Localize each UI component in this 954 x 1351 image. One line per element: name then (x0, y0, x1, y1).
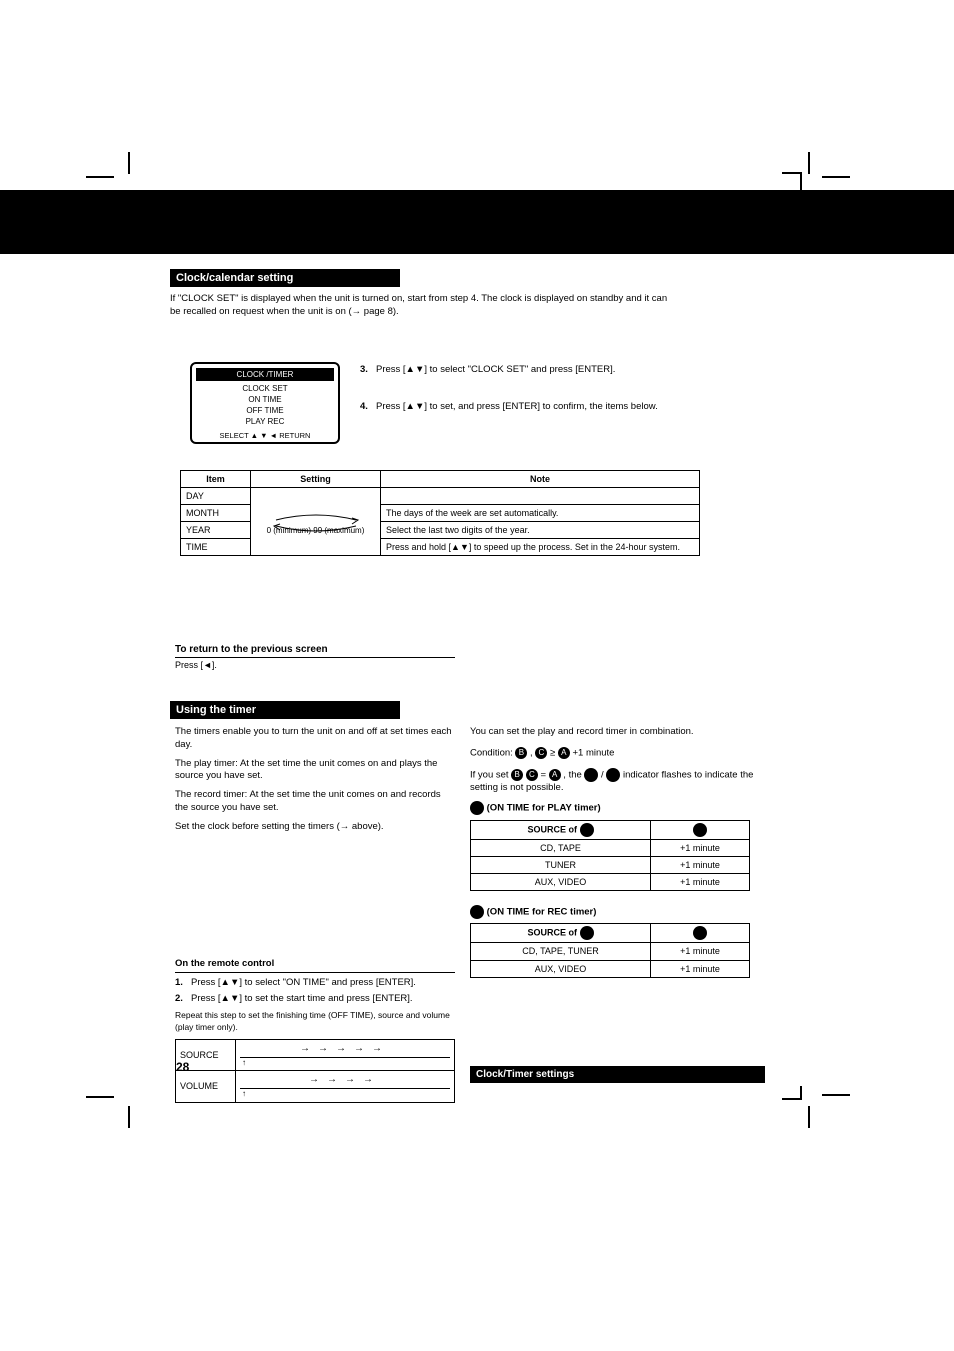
table-cell: AUX, VIDEO (471, 873, 651, 890)
table-cell: TUNER (471, 856, 651, 873)
step-text: Press [▲▼] to select "CLOCK SET" and pre… (376, 364, 615, 375)
footer-section-bar: Clock/Timer settings (470, 1066, 765, 1083)
table-cell-arrows: →→→→→↑ (236, 1040, 455, 1071)
osd-row: ON TIME (192, 394, 338, 405)
crop-mark-bottom-left (86, 1090, 136, 1130)
condition-line: Condition: B , C ≥ A +1 minute (470, 747, 760, 760)
source-volume-table: SOURCE →→→→→↑ VOLUME →→→→↑ (175, 1039, 455, 1103)
osd-panel: CLOCK /TIMER CLOCK SET ON TIME OFF TIME … (190, 362, 340, 444)
osd-header: CLOCK /TIMER (196, 368, 334, 381)
subhead: (ON TIME for PLAY timer) (470, 801, 760, 815)
osd-row: CLOCK SET (192, 383, 338, 394)
para: The play timer: At the set time the unit… (175, 758, 455, 784)
step-note: Repeat this step to set the finishing ti… (175, 1010, 455, 1033)
crop-mark-top-right (782, 152, 832, 184)
step-text: Press [▲▼] to select "ON TIME" and press… (191, 977, 416, 988)
left-column: The timers enable you to turn the unit o… (175, 726, 455, 1103)
dot-icon (584, 768, 598, 782)
table-cell: VOLUME (176, 1071, 236, 1102)
table-cell: Select the last two digits of the year. (381, 522, 700, 539)
table-header (651, 924, 750, 943)
table-header: Note (381, 471, 700, 488)
osd-row: PLAY REC (192, 416, 338, 427)
table-cell: TIME (181, 539, 251, 556)
dot-icon (606, 768, 620, 782)
step-number: 4. (360, 401, 376, 414)
top-black-band (0, 190, 954, 254)
table-cell: AUX, VIDEO (471, 960, 651, 977)
section-clock-setting: Clock/calendar setting If "CLOCK SET" is… (170, 268, 670, 319)
page-number: 28 (176, 1060, 189, 1074)
steps-heading: On the remote control (175, 958, 455, 973)
section-timer: Using the timer (170, 700, 400, 719)
para: The timers enable you to turn the unit o… (175, 726, 455, 752)
step-text: Press [▲▼] to set, and press [ENTER] to … (376, 401, 658, 412)
table-cell: +1 minute (651, 960, 750, 977)
osd-row: OFF TIME (192, 405, 338, 416)
dot-icon (693, 823, 707, 837)
dot-icon (580, 823, 594, 837)
table-cell: YEAR (181, 522, 251, 539)
ontime-play-table: SOURCE of CD, TAPE+1 minute TUNER+1 minu… (470, 820, 750, 891)
section1-steps: 3.Press [▲▼] to select "CLOCK SET" and p… (360, 364, 658, 414)
para: Set the clock before setting the timers … (175, 821, 455, 834)
table-cell: CD, TAPE, TUNER (471, 943, 651, 960)
section1-title: Clock/calendar setting (170, 269, 400, 287)
dot-icon (470, 801, 484, 815)
ontime-rec-table: SOURCE of CD, TAPE, TUNER+1 minute AUX, … (470, 923, 750, 977)
step-text: Press [▲▼] to set the start time and pre… (191, 993, 413, 1004)
circle-c-icon: C (526, 769, 538, 781)
table-cell-arrows: →→→→↑ (236, 1071, 455, 1102)
right-column: You can set the play and record timer in… (470, 726, 760, 978)
condition-line: If you set B C = A , the / indicator fla… (470, 768, 760, 795)
table-cell (381, 488, 700, 505)
settings-table: Item Setting Note DAY 0 (minimum) 99 (ma… (180, 470, 700, 556)
table-header: SOURCE of (471, 820, 651, 839)
table-cell: +1 minute (651, 856, 750, 873)
table-cell: DAY (181, 488, 251, 505)
osd-footer: SELECT ▲ ▼ ◄ RETURN (192, 427, 338, 440)
circle-b-icon: B (511, 769, 523, 781)
table-header: SOURCE of (471, 924, 651, 943)
table-cell: The days of the week are set automatical… (381, 505, 700, 522)
crop-mark-bottom-right (782, 1086, 832, 1126)
table-cell: MONTH (181, 505, 251, 522)
table-header (651, 820, 750, 839)
table-cell: CD, TAPE (471, 839, 651, 856)
dot-icon (470, 905, 484, 919)
dot-icon (693, 926, 707, 940)
loop-arrow-icon (266, 508, 366, 526)
section2-title: Using the timer (170, 701, 400, 719)
circle-a-icon: A (549, 769, 561, 781)
table-cell: Press and hold [▲▼] to speed up the proc… (381, 539, 700, 556)
step-number: 2. (175, 993, 191, 1006)
table-cell: +1 minute (651, 839, 750, 856)
circle-b-icon: B (515, 747, 527, 759)
table-cell: +1 minute (651, 873, 750, 890)
table-cell-range: 0 (minimum) 99 (maximum) (251, 488, 381, 556)
step-number: 3. (360, 364, 376, 377)
table-header: Setting (251, 471, 381, 488)
circle-a-icon: A (558, 747, 570, 759)
step-number: 1. (175, 977, 191, 990)
para: You can set the play and record timer in… (470, 726, 760, 739)
para: The record timer: At the set time the un… (175, 789, 455, 815)
section1-intro: If "CLOCK SET" is displayed when the uni… (170, 293, 670, 319)
crop-mark-top-left (86, 152, 136, 184)
subhead: (ON TIME for REC timer) (470, 905, 760, 919)
table-cell: +1 minute (651, 943, 750, 960)
circle-c-icon: C (535, 747, 547, 759)
return-title: To return to the previous screen (175, 644, 455, 658)
dot-icon (580, 926, 594, 940)
return-body: Press [◄]. (175, 660, 455, 670)
table-header: Item (181, 471, 251, 488)
